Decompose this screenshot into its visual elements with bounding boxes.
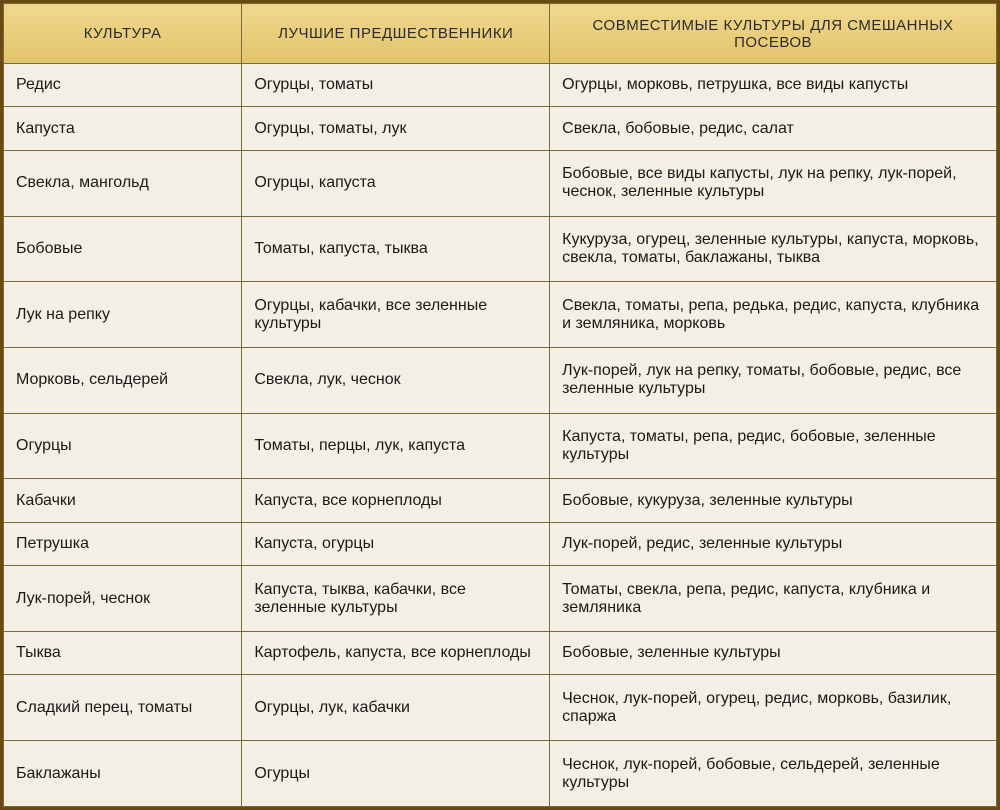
cell-compatible: Лук-порей, лук на репку, томаты, бобовые… — [550, 348, 997, 414]
table-row: Лук-порей, чеснокКапуста, тыква, кабачки… — [4, 566, 997, 632]
table-row: Сладкий перец, томатыОгурцы, лук, кабачк… — [4, 675, 997, 741]
cell-predecessors: Огурцы — [242, 741, 550, 807]
cell-compatible: Чеснок, лук-порей, огурец, редис, морков… — [550, 675, 997, 741]
cell-compatible: Свекла, бобовые, редис, салат — [550, 107, 997, 150]
cell-culture: Сладкий перец, томаты — [4, 675, 242, 741]
table-row: ТыкваКартофель, капуста, все корнеплодыБ… — [4, 632, 997, 675]
table-row: Морковь, сельдерейСвекла, лук, чеснокЛук… — [4, 348, 997, 414]
header-culture: КУЛЬТУРА — [4, 4, 242, 64]
cell-compatible: Капуста, томаты, репа, редис, бобовые, з… — [550, 413, 997, 479]
table-row: БобовыеТоматы, капуста, тыкваКукуруза, о… — [4, 216, 997, 282]
cell-predecessors: Огурцы, томаты, лук — [242, 107, 550, 150]
crop-rotation-table: КУЛЬТУРА ЛУЧШИЕ ПРЕДШЕСТВЕННИКИ СОВМЕСТИ… — [3, 3, 997, 807]
cell-culture: Огурцы — [4, 413, 242, 479]
cell-culture: Редис — [4, 64, 242, 107]
cell-culture: Свекла, мангольд — [4, 150, 242, 216]
table-row: Лук на репкуОгурцы, кабачки, все зеленны… — [4, 282, 997, 348]
cell-culture: Баклажаны — [4, 741, 242, 807]
table-body: РедисОгурцы, томатыОгурцы, морковь, петр… — [4, 64, 997, 807]
cell-predecessors: Томаты, капуста, тыква — [242, 216, 550, 282]
cell-predecessors: Огурцы, лук, кабачки — [242, 675, 550, 741]
cell-predecessors: Картофель, капуста, все корнеплоды — [242, 632, 550, 675]
cell-compatible: Чеснок, лук-порей, бобовые, сельдерей, з… — [550, 741, 997, 807]
table-row: КабачкиКапуста, все корнеплодыБобовые, к… — [4, 479, 997, 522]
cell-culture: Капуста — [4, 107, 242, 150]
cell-compatible: Кукуруза, огурец, зеленные культуры, кап… — [550, 216, 997, 282]
table-container: КУЛЬТУРА ЛУЧШИЕ ПРЕДШЕСТВЕННИКИ СОВМЕСТИ… — [0, 0, 1000, 810]
table-row: ПетрушкаКапуста, огурцыЛук-порей, редис,… — [4, 522, 997, 565]
cell-compatible: Бобовые, кукуруза, зеленные культуры — [550, 479, 997, 522]
cell-compatible: Томаты, свекла, репа, редис, капуста, кл… — [550, 566, 997, 632]
cell-culture: Петрушка — [4, 522, 242, 565]
cell-predecessors: Томаты, перцы, лук, капуста — [242, 413, 550, 479]
cell-predecessors: Капуста, все корнеплоды — [242, 479, 550, 522]
cell-predecessors: Огурцы, капуста — [242, 150, 550, 216]
cell-culture: Морковь, сельдерей — [4, 348, 242, 414]
header-compatible: СОВМЕСТИМЫЕ КУЛЬТУРЫ ДЛЯ СМЕШАННЫХ ПОСЕВ… — [550, 4, 997, 64]
cell-predecessors: Огурцы, томаты — [242, 64, 550, 107]
table-row: ОгурцыТоматы, перцы, лук, капустаКапуста… — [4, 413, 997, 479]
cell-compatible: Бобовые, зеленные культуры — [550, 632, 997, 675]
cell-culture: Кабачки — [4, 479, 242, 522]
table-row: БаклажаныОгурцыЧеснок, лук-порей, бобовы… — [4, 741, 997, 807]
cell-culture: Лук на репку — [4, 282, 242, 348]
cell-culture: Лук-порей, чеснок — [4, 566, 242, 632]
cell-predecessors: Свекла, лук, чеснок — [242, 348, 550, 414]
table-header: КУЛЬТУРА ЛУЧШИЕ ПРЕДШЕСТВЕННИКИ СОВМЕСТИ… — [4, 4, 997, 64]
cell-predecessors: Капуста, огурцы — [242, 522, 550, 565]
header-predecessors: ЛУЧШИЕ ПРЕДШЕСТВЕННИКИ — [242, 4, 550, 64]
cell-predecessors: Капуста, тыква, кабачки, все зеленные ку… — [242, 566, 550, 632]
cell-compatible: Свекла, томаты, репа, редька, редис, кап… — [550, 282, 997, 348]
table-row: РедисОгурцы, томатыОгурцы, морковь, петр… — [4, 64, 997, 107]
cell-compatible: Лук-порей, редис, зеленные культуры — [550, 522, 997, 565]
table-row: Свекла, мангольдОгурцы, капустаБобовые, … — [4, 150, 997, 216]
cell-compatible: Бобовые, все виды капусты, лук на репку,… — [550, 150, 997, 216]
cell-predecessors: Огурцы, кабачки, все зеленные культуры — [242, 282, 550, 348]
cell-culture: Бобовые — [4, 216, 242, 282]
cell-compatible: Огурцы, морковь, петрушка, все виды капу… — [550, 64, 997, 107]
cell-culture: Тыква — [4, 632, 242, 675]
table-row: КапустаОгурцы, томаты, лукСвекла, бобовы… — [4, 107, 997, 150]
